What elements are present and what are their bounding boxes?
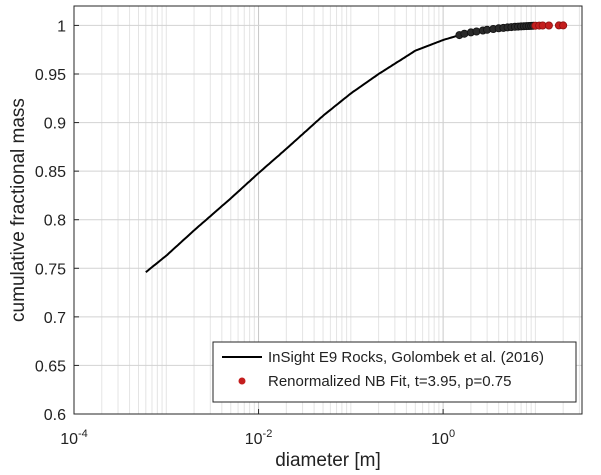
series-layer: [145, 21, 568, 273]
legend-marker-swatch: [238, 377, 246, 385]
scatter-point: [544, 21, 553, 30]
y-tick-label: 0.8: [44, 213, 66, 230]
y-tick-label: 0.9: [44, 116, 66, 133]
y-tick-label: 0.75: [35, 261, 66, 278]
y-tick-label: 0.65: [35, 358, 66, 375]
series-line-insight-e9: [145, 34, 460, 273]
axes: 0.6 0.65 0.7 0.75 0.8 0.85 0.9 0.95 1 10-4 10-2 100: [35, 18, 455, 448]
x-axis-label: diameter [m]: [275, 450, 381, 471]
x-tick-label: 10-2: [245, 428, 273, 448]
x-tick-label: 10-4: [60, 428, 88, 448]
y-tick-label: 1: [57, 18, 66, 35]
y-tick-label: 0.7: [44, 310, 66, 327]
x-tick-label: 100: [431, 428, 455, 448]
scatter-point: [472, 27, 481, 36]
scatter-point: [460, 29, 469, 38]
legend-entry-line: InSight E9 Rocks, Golombek et al. (2016): [268, 349, 544, 366]
legend-box: [212, 341, 577, 403]
y-tick-label: 0.95: [35, 67, 66, 84]
legend-entry-scatter: Renormalized NB Fit, t=3.95, p=0.75: [268, 373, 511, 390]
plot-frame: [73, 5, 583, 415]
y-axis-label: cumulative fractional mass: [8, 98, 29, 322]
y-tick-label: 0.6: [44, 407, 66, 424]
y-tick-label: 0.85: [35, 164, 66, 181]
scatter-point: [559, 21, 568, 30]
legend: InSight E9 Rocks, Golombek et al. (2016)…: [212, 341, 577, 403]
